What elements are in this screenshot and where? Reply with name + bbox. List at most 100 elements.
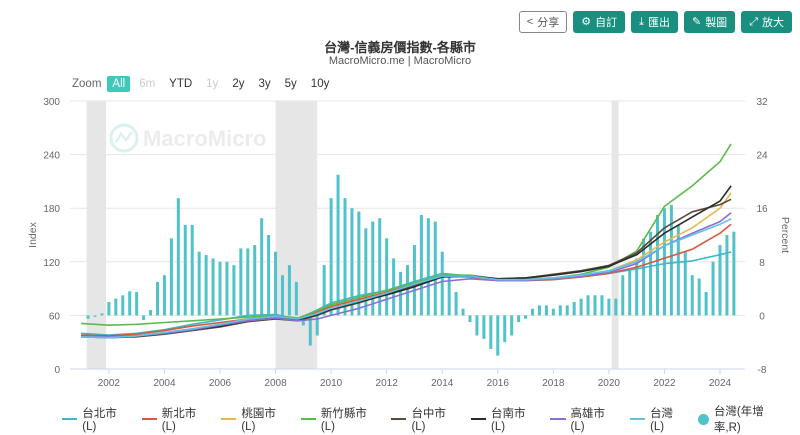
legend-item[interactable]: 台北市(L) [62, 403, 129, 435]
share-button[interactable]: < 分享 [518, 11, 568, 33]
legend-swatch [629, 418, 646, 420]
growth-bar [503, 315, 507, 343]
growth-bar [642, 238, 646, 316]
share-icon: < [526, 15, 534, 28]
growth-bar [600, 295, 604, 316]
growth-bar [531, 308, 534, 316]
growth-bar [135, 291, 139, 316]
legend-label: 新竹縣市(L) [320, 408, 367, 433]
growth-bar [649, 231, 653, 316]
growth-bar [558, 305, 562, 316]
growth-bar [149, 310, 153, 316]
growth-bar [468, 315, 472, 323]
enlarge-button[interactable]: ⤢ 放大 [741, 11, 792, 33]
y-left-tick-label: 180 [43, 204, 60, 215]
growth-bar [704, 291, 708, 316]
growth-bar [86, 315, 90, 319]
growth-bar [725, 235, 729, 316]
legend-item[interactable]: 台灣(L) [629, 403, 686, 435]
growth-bar [267, 235, 271, 316]
legend-item[interactable]: 高雄市(L) [550, 403, 617, 435]
legend-item[interactable]: 新竹縣市(L) [300, 403, 379, 435]
zoom-selector: Zoom All 6m YTD 1y 2y 3y 5y 10y [72, 76, 338, 92]
legend-label: 台北市(L) [82, 408, 117, 433]
pencil-icon: ✎ [691, 15, 702, 28]
y-left-axis-label: Index [27, 221, 39, 247]
draw-button[interactable]: ✎ 製圖 [683, 11, 736, 33]
growth-bar [628, 268, 632, 316]
series-line-1[interactable] [81, 223, 732, 337]
growth-bar [357, 211, 361, 316]
growth-bar [211, 258, 215, 316]
legend-item[interactable]: 台中市(L) [391, 403, 458, 435]
x-tick-label: 2022 [653, 378, 676, 389]
chart-subtitle: MacroMicro.me | MacroMicro [328, 55, 472, 67]
growth-bar [662, 208, 666, 316]
growth-bar [433, 221, 437, 316]
growth-bar [517, 315, 521, 323]
growth-bar [371, 221, 375, 316]
y-left-tick-label: 240 [43, 151, 60, 162]
legend-item[interactable]: 台南市(L) [470, 403, 538, 435]
legend-swatch [470, 418, 486, 420]
growth-bar [225, 261, 229, 316]
customize-label: 自訂 [595, 17, 618, 29]
zoom-1y-button: 1y [206, 78, 219, 90]
zoom-10y-button[interactable]: 10y [310, 78, 330, 90]
customize-button[interactable]: ⚙ 自訂 [573, 11, 626, 33]
growth-bar [537, 305, 541, 316]
legend-item[interactable]: 桃園市(L) [221, 403, 288, 435]
x-tick-label: 2012 [376, 378, 399, 389]
zoom-all-button[interactable]: All [107, 76, 131, 92]
growth-bar [197, 251, 201, 316]
growth-bar [544, 305, 548, 316]
growth-bar [454, 291, 458, 316]
growth-bar [176, 198, 180, 316]
growth-bar [579, 298, 583, 316]
enlarge-label: 放大 [762, 17, 784, 29]
growth-bar [114, 298, 118, 316]
growth-bar [669, 204, 673, 316]
x-tick-label: 2008 [264, 378, 287, 389]
series-line-7[interactable] [81, 218, 732, 339]
growth-bar [322, 265, 326, 316]
series-line-0[interactable] [81, 251, 732, 336]
growth-bar [718, 245, 722, 316]
watermark-text: MacroMicro [143, 126, 266, 151]
zoom-6m-button: 6m [139, 78, 156, 90]
growth-bar [378, 218, 382, 316]
y-right-tick-label: 32 [756, 97, 768, 108]
growth-bar [239, 248, 243, 316]
gear-icon: ⚙ [581, 15, 592, 28]
growth-bar [690, 275, 694, 316]
legend-item[interactable]: 新北市(L) [141, 403, 209, 435]
growth-bar [162, 275, 166, 316]
growth-bar [169, 238, 173, 316]
zoom-ytd-button[interactable]: YTD [169, 78, 193, 90]
growth-bar [315, 315, 319, 336]
recession-band [611, 101, 619, 369]
zoom-2y-button[interactable]: 2y [232, 78, 245, 90]
growth-bar [426, 218, 430, 316]
legend-item[interactable]: 台灣(年增率,R) [698, 403, 787, 435]
zoom-3y-button[interactable]: 3y [258, 78, 271, 90]
y-left-tick-label: 0 [54, 365, 60, 376]
growth-bar [475, 315, 479, 336]
growth-bar [183, 224, 187, 316]
legend-swatch [300, 418, 316, 420]
share-label: 分享 [537, 17, 560, 29]
zoom-5y-button[interactable]: 5y [284, 78, 297, 90]
growth-bar [336, 174, 340, 316]
growth-bar [593, 295, 597, 316]
series-line-4[interactable] [81, 198, 732, 339]
export-button[interactable]: ⤓ 匯出 [631, 11, 678, 33]
series-line-3[interactable] [81, 143, 732, 326]
export-label: 匯出 [647, 17, 670, 29]
series-line-6[interactable] [81, 212, 732, 338]
growth-bar [329, 198, 333, 316]
y-right-tick-label: -8 [758, 365, 767, 376]
x-tick-label: 2018 [542, 378, 565, 389]
y-right-axis-label: Percent [779, 217, 791, 253]
growth-bar [142, 315, 146, 321]
y-right-tick-label: 8 [759, 258, 765, 269]
